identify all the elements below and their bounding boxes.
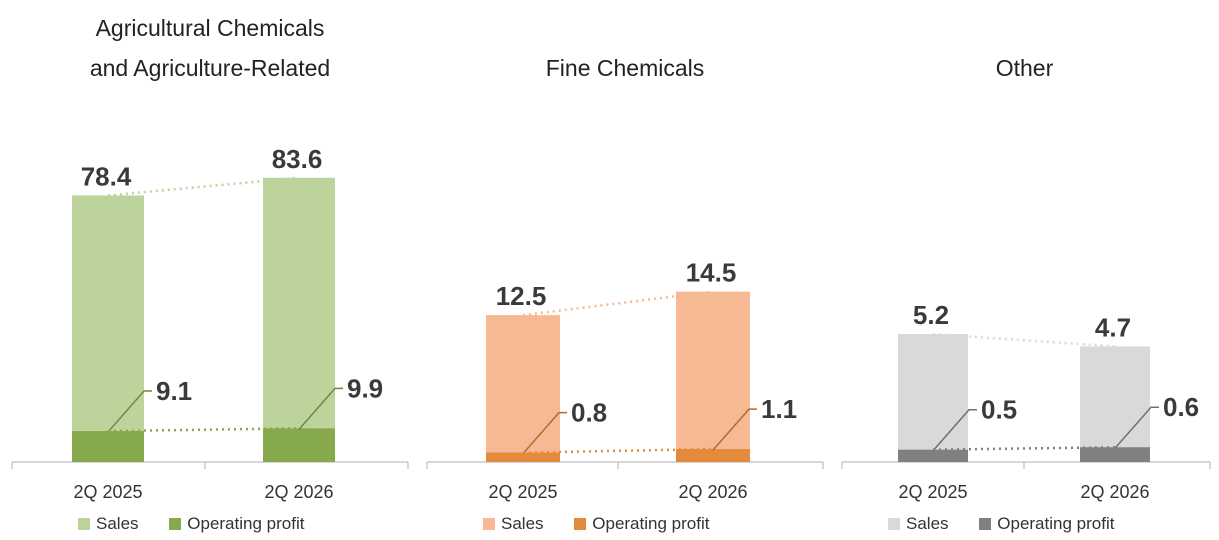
x-tick-label: 2Q 2025: [898, 482, 967, 502]
legend-swatch-profit: [979, 518, 992, 530]
profit-bar-2: [676, 449, 750, 462]
legend-item-sales: Sales: [888, 514, 949, 534]
x-tick-label: 2Q 2026: [1080, 482, 1149, 502]
legend: Sales Operating profit: [78, 514, 330, 535]
sales-bar-1: [72, 195, 144, 462]
profit-data-label: 0.5: [981, 395, 1017, 425]
sales-bar-2: [263, 177, 335, 462]
chart-title-line-2: and Agriculture-Related: [89, 55, 331, 81]
profit-bar-1: [898, 449, 968, 462]
x-tick-label: 2Q 2025: [73, 482, 142, 502]
chart-title-line-1: Fine Chemicals: [545, 55, 705, 81]
bar-chart-agri: 2Q 2025 78.4 9.1 2Q 2026 83.6 9.9: [11, 144, 409, 502]
chart-title: Fine Chemicals: [415, 48, 835, 88]
sales-data-label: 83.6: [272, 144, 323, 174]
profit-data-label: 0.8: [571, 398, 607, 428]
profit-trend-line: [932, 445, 1116, 451]
chart-panel-fine: Fine Chemicals 2Q 2025 12.5 0.8 2Q 2026 14.5…: [415, 0, 835, 540]
profit-bar-2: [1080, 447, 1150, 462]
legend-item-sales: Sales: [78, 514, 139, 534]
legend: Sales Operating profit: [483, 514, 735, 535]
profit-leader-line: [712, 408, 757, 451]
legend-item-profit: Operating profit: [169, 514, 304, 534]
profit-bar-2: [263, 428, 335, 462]
profit-leader-line: [932, 408, 977, 452]
profit-bar-1: [486, 452, 560, 462]
legend-swatch-sales: [483, 518, 495, 530]
chart-panel-agri: Agricultural Chemicals and Agriculture-R…: [0, 0, 420, 540]
profit-data-label: 1.1: [761, 394, 797, 424]
legend-label-sales: Sales: [96, 514, 139, 533]
bar-chart-other: 2Q 2025 5.2 0.5 2Q 2026 4.7 0.6: [841, 300, 1211, 502]
sales-trend-line: [932, 332, 1116, 348]
profit-data-label: 9.9: [347, 373, 383, 403]
chart-title-line-1: Agricultural Chemicals: [95, 15, 325, 41]
sales-bar-1: [486, 315, 560, 462]
chart-title: Agricultural Chemicals and Agriculture-R…: [0, 8, 420, 88]
profit-bar-1: [72, 431, 144, 462]
sales-bar-2: [1080, 346, 1150, 462]
x-tick-label: 2Q 2026: [678, 482, 747, 502]
sales-data-label: 5.2: [913, 300, 949, 330]
chart-title-line-1: Other: [995, 55, 1054, 81]
legend-label-profit: Operating profit: [187, 514, 305, 533]
sales-data-label: 12.5: [496, 281, 547, 311]
profit-trend-line: [522, 447, 714, 454]
chart-title: Other: [830, 48, 1219, 88]
profit-leader-line: [1114, 406, 1159, 449]
legend-item-sales: Sales: [483, 514, 544, 534]
legend-item-profit: Operating profit: [574, 514, 709, 534]
sales-data-label: 78.4: [81, 161, 132, 191]
legend-label-sales: Sales: [906, 514, 949, 533]
bar-chart-fine: 2Q 2025 12.5 0.8 2Q 2026 14.5 1.1: [426, 258, 824, 502]
profit-leader-line: [298, 387, 343, 430]
profit-data-label: 0.6: [1163, 392, 1199, 422]
chart-panel-other: Other 2Q 2025 5.2 0.5 2Q 2026 4.7 0.6 Sales O…: [830, 0, 1219, 540]
x-tick-label: 2Q 2026: [264, 482, 333, 502]
legend-swatch-profit: [169, 518, 182, 530]
sales-bar-1: [898, 334, 968, 462]
legend-label-profit: Operating profit: [997, 514, 1115, 533]
legend-swatch-profit: [574, 518, 587, 530]
legend-swatch-sales: [888, 518, 900, 530]
profit-leader-line: [522, 411, 567, 455]
legend-swatch-sales: [78, 518, 90, 530]
legend-label-profit: Operating profit: [592, 514, 710, 533]
profit-data-label: 9.1: [156, 376, 192, 406]
legend-item-profit: Operating profit: [979, 514, 1114, 534]
sales-bar-2: [676, 291, 750, 462]
legend: Sales Operating profit: [888, 514, 1140, 535]
legend-label-sales: Sales: [501, 514, 544, 533]
x-tick-label: 2Q 2025: [488, 482, 557, 502]
sales-data-label: 14.5: [686, 258, 737, 288]
profit-trend-line: [107, 427, 300, 433]
sales-trend-line: [107, 176, 300, 197]
sales-trend-line: [522, 290, 714, 317]
profit-leader-line: [107, 390, 152, 433]
sales-data-label: 4.7: [1095, 312, 1131, 342]
